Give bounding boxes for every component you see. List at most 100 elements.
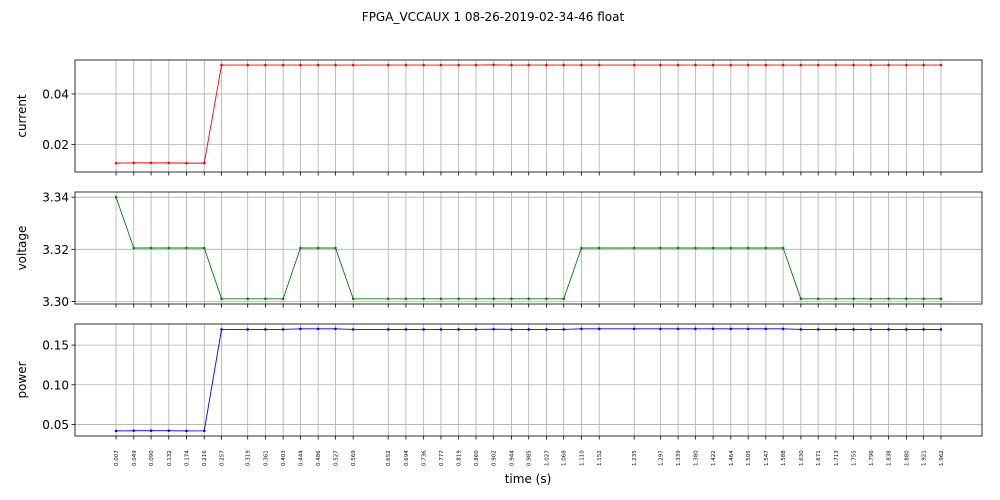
data-point	[580, 63, 583, 67]
data-point	[922, 63, 925, 67]
x-tick-label: 0.049	[132, 450, 138, 466]
data-point	[510, 63, 513, 67]
data-point	[746, 327, 750, 331]
data-point	[264, 328, 267, 331]
y-tick-label: 0.02	[42, 138, 69, 152]
data-point	[764, 246, 768, 250]
data-point	[439, 297, 443, 301]
x-tick-label: 1.068	[562, 450, 568, 466]
data-point	[939, 63, 943, 67]
data-point	[799, 297, 803, 301]
x-tick-label: 0.944	[509, 450, 515, 466]
data-point	[729, 63, 733, 67]
x-tick-label: 1.962	[939, 450, 945, 466]
data-point	[167, 161, 171, 165]
data-point	[334, 246, 337, 250]
data-point	[711, 246, 715, 250]
data-point	[746, 246, 750, 250]
data-point	[729, 327, 733, 331]
data-point	[905, 63, 908, 67]
data-point	[316, 327, 320, 331]
data-point	[149, 429, 153, 432]
data-point	[834, 297, 838, 301]
data-point	[887, 297, 890, 301]
data-point	[299, 327, 302, 331]
x-axis-label: time (s)	[505, 472, 552, 486]
data-point	[781, 63, 785, 67]
data-point	[439, 63, 443, 67]
axes-frame	[74, 191, 983, 305]
data-point	[457, 297, 460, 301]
data-point	[386, 328, 390, 331]
data-point	[922, 297, 925, 301]
data-point	[132, 429, 136, 432]
data-point	[404, 328, 408, 331]
x-tick-label: 1.588	[781, 450, 787, 466]
data-point	[457, 328, 460, 331]
data-point	[694, 246, 697, 250]
data-point	[132, 161, 136, 165]
y-tick-label: 0.10	[42, 378, 69, 392]
data-point	[816, 328, 820, 331]
data-point	[316, 246, 320, 250]
data-point	[510, 328, 513, 331]
data-point	[281, 297, 285, 301]
y-tick-label: 3.30	[42, 295, 69, 309]
data-point	[474, 297, 478, 301]
y-tick-label: 3.34	[42, 191, 69, 205]
data-point	[202, 246, 206, 250]
x-tick-label: 0.569	[351, 450, 357, 466]
data-point	[922, 328, 925, 331]
data-point	[527, 63, 531, 67]
x-tick-label: 1.422	[711, 450, 717, 466]
data-point	[659, 246, 662, 250]
x-tick-label: 0.216	[202, 450, 208, 466]
y-tick-label: 3.32	[42, 243, 69, 257]
y-axis-label: current	[15, 94, 29, 138]
x-tick-label: 0.985	[527, 450, 533, 466]
x-tick-label: 0.174	[185, 450, 191, 466]
axes-frame	[74, 323, 983, 437]
x-tick-label: 1.921	[922, 450, 928, 466]
data-point	[351, 297, 355, 301]
panel-current: 0.02 0.04 current	[15, 59, 983, 176]
x-tick-label: 0.860	[474, 450, 480, 466]
x-tick-label: 1.339	[676, 450, 682, 466]
figure-title: FPGA_VCCAUX 1 08-26-2019-02-34-46 float	[362, 10, 625, 24]
data-point	[386, 297, 390, 301]
x-tick-label: 1.235	[632, 450, 638, 466]
data-point	[799, 328, 803, 331]
data-point	[562, 328, 566, 331]
data-point	[149, 161, 153, 165]
x-tick-label: 1.880	[904, 450, 910, 466]
data-point	[545, 328, 548, 331]
x-tick-label: 0.361	[263, 450, 269, 466]
data-point	[132, 246, 136, 250]
data-point	[694, 63, 697, 67]
data-point	[676, 246, 680, 250]
data-point	[632, 327, 636, 331]
axes-layer: 0.020.04current3.303.323.34voltage0.050.…	[15, 59, 983, 466]
data-point	[474, 328, 478, 331]
x-tick-label: 1.027	[544, 450, 550, 466]
data-point	[632, 246, 636, 250]
x-tick-label: 1.630	[799, 450, 805, 466]
data-point	[562, 297, 566, 301]
data-point	[905, 297, 908, 301]
x-tick-label: 0.403	[281, 450, 287, 466]
data-point	[545, 63, 548, 67]
data-point	[816, 297, 820, 301]
data-point	[659, 63, 662, 67]
data-point	[299, 63, 302, 67]
data-point	[597, 246, 601, 250]
data-point	[439, 328, 443, 331]
data-point	[597, 63, 601, 67]
data-point	[422, 328, 425, 331]
x-tick-label: 1.547	[764, 450, 770, 466]
data-point	[220, 63, 223, 67]
data-point	[597, 327, 601, 331]
x-tick-label: 1.755	[852, 450, 858, 466]
x-tick-label: 0.090	[149, 450, 155, 466]
data-point	[185, 161, 188, 165]
